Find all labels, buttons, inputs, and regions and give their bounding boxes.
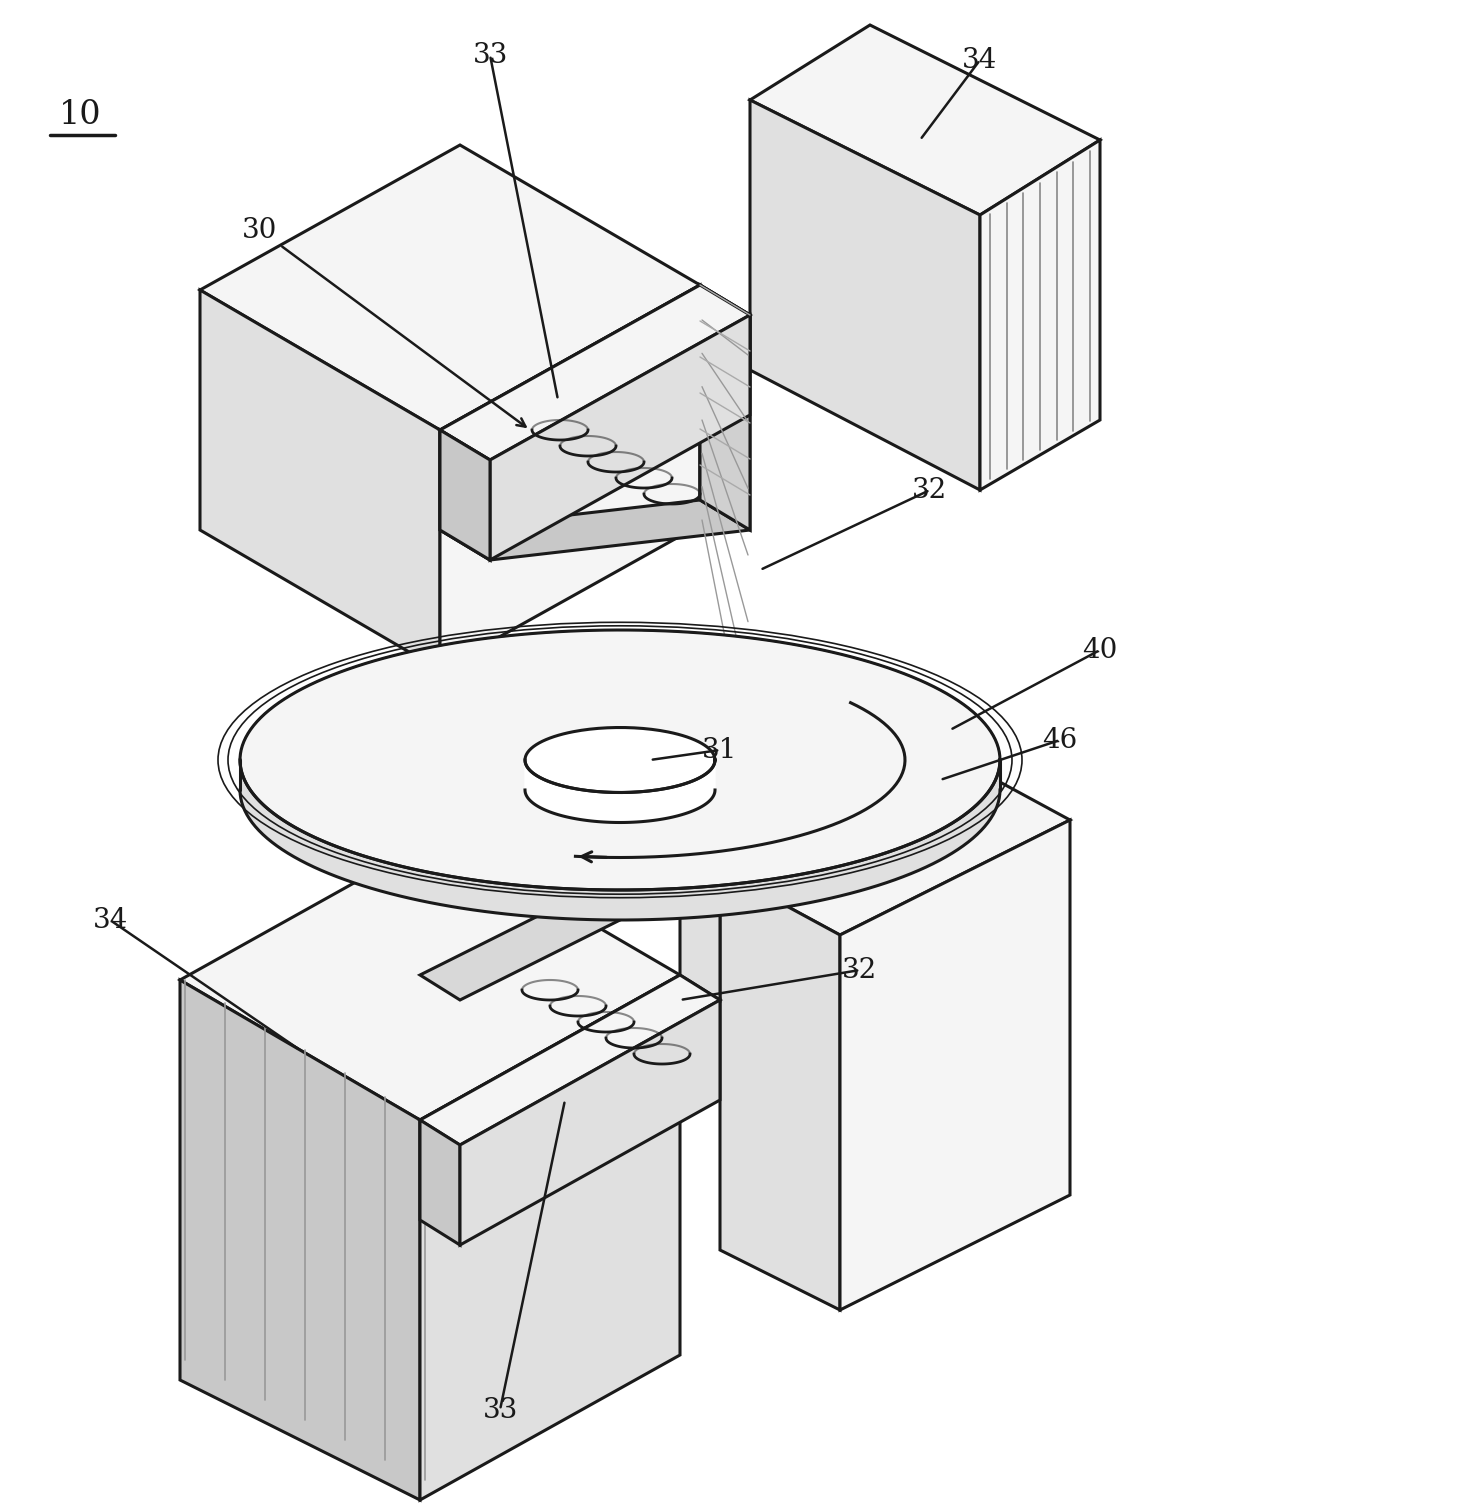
Text: 30: 30 bbox=[243, 216, 278, 243]
Polygon shape bbox=[720, 755, 1069, 935]
Polygon shape bbox=[440, 500, 751, 561]
Text: 32: 32 bbox=[913, 476, 948, 504]
Polygon shape bbox=[200, 144, 699, 430]
Polygon shape bbox=[180, 836, 680, 1120]
Polygon shape bbox=[459, 999, 720, 1244]
Text: 33: 33 bbox=[483, 1396, 518, 1423]
Polygon shape bbox=[699, 286, 751, 531]
Text: 10: 10 bbox=[59, 99, 101, 131]
Polygon shape bbox=[751, 101, 980, 490]
Polygon shape bbox=[200, 290, 440, 670]
Polygon shape bbox=[420, 1120, 459, 1244]
Text: 40: 40 bbox=[1083, 636, 1118, 663]
Polygon shape bbox=[440, 430, 490, 561]
Polygon shape bbox=[525, 761, 715, 822]
Polygon shape bbox=[720, 870, 840, 1311]
Polygon shape bbox=[440, 286, 699, 670]
Polygon shape bbox=[980, 140, 1100, 490]
Polygon shape bbox=[840, 821, 1069, 1311]
Polygon shape bbox=[490, 316, 751, 561]
Text: 32: 32 bbox=[843, 956, 878, 983]
Polygon shape bbox=[420, 845, 720, 999]
Polygon shape bbox=[420, 975, 680, 1500]
Text: 34: 34 bbox=[963, 47, 998, 74]
Polygon shape bbox=[180, 980, 420, 1500]
Text: 34: 34 bbox=[92, 906, 127, 933]
Polygon shape bbox=[420, 975, 720, 1145]
Text: 46: 46 bbox=[1042, 726, 1078, 753]
PathPatch shape bbox=[240, 630, 1001, 890]
Polygon shape bbox=[751, 26, 1100, 215]
Text: 33: 33 bbox=[473, 42, 508, 69]
Polygon shape bbox=[440, 286, 751, 460]
Polygon shape bbox=[240, 761, 1001, 920]
Text: 31: 31 bbox=[702, 736, 737, 764]
Polygon shape bbox=[699, 286, 751, 531]
Polygon shape bbox=[440, 430, 490, 561]
Polygon shape bbox=[680, 845, 720, 999]
